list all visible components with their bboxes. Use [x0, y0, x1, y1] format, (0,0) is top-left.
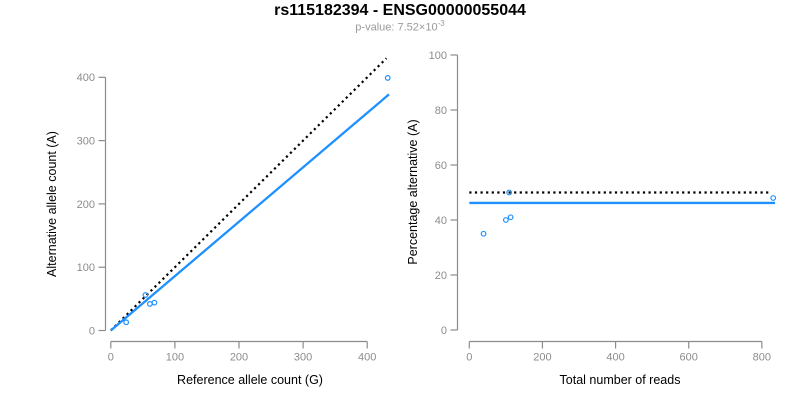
right-plot-x-tick-label: 0	[466, 352, 472, 364]
right-plot-x-tick-label: 400	[606, 352, 624, 364]
subtitle-pvalue: p-value: 7.52×10-3	[0, 19, 800, 34]
left-plot-y-tick-label: 300	[77, 135, 95, 147]
left-plot-fit-line	[110, 93, 390, 332]
right-plot-y-tick-label: 40	[435, 215, 447, 227]
right-plot-data-point	[507, 214, 514, 221]
left-plot-data-point	[123, 319, 130, 326]
left-plot-x-tick-label: 100	[166, 352, 184, 364]
left-plot-x-tick-label: 300	[294, 352, 312, 364]
left-plot-y-tick-label: 400	[77, 72, 95, 84]
subtitle-exponent: -3	[437, 19, 445, 28]
subtitle-base: p-value: 7.52×10	[355, 21, 438, 34]
right-plot-data-point	[770, 195, 777, 201]
right-plot-y-tick-label: 0	[441, 325, 447, 337]
right-plot-y-tick-label: 100	[429, 50, 447, 62]
right-plot-x-tick-label: 200	[533, 352, 551, 364]
right-plot-x-tick-label: 800	[753, 352, 771, 364]
right-plot-data-point	[480, 230, 487, 237]
left-plot-y-tick-label: 200	[77, 199, 95, 211]
left-plot-data-point	[384, 75, 391, 81]
left-plot-y-tick-label: 100	[77, 262, 95, 274]
page-title: rs115182394 - ENSG00000055044	[274, 2, 526, 19]
right-plot-x-tick-label: 600	[680, 352, 698, 364]
left-plot-y-axis-label: Alternative allele count (A)	[45, 131, 59, 277]
right-plot-data-point	[502, 217, 509, 223]
left-plot-data-point	[151, 299, 158, 306]
right-plot-y-tick-label: 80	[435, 105, 447, 117]
right-plot-data-point	[506, 189, 513, 196]
right-plot-x-axis-label: Total number of reads	[560, 373, 681, 387]
left-plot-data-point	[142, 292, 149, 298]
left-plot-x-tick-label: 0	[108, 352, 114, 364]
right-plot-y-axis-label: Percentage alternative (A)	[406, 119, 420, 264]
left-plot-x-axis-label: Reference allele count (G)	[177, 373, 323, 387]
left-plot-y-tick-label: 0	[89, 325, 95, 337]
left-plot-x-tick-label: 400	[358, 352, 376, 364]
right-plot-y-tick-label: 60	[435, 160, 447, 172]
right-plot-y-tick-label: 20	[435, 270, 447, 282]
left-plot-identity-line	[110, 57, 388, 332]
left-plot-x-tick-label: 200	[230, 352, 248, 364]
